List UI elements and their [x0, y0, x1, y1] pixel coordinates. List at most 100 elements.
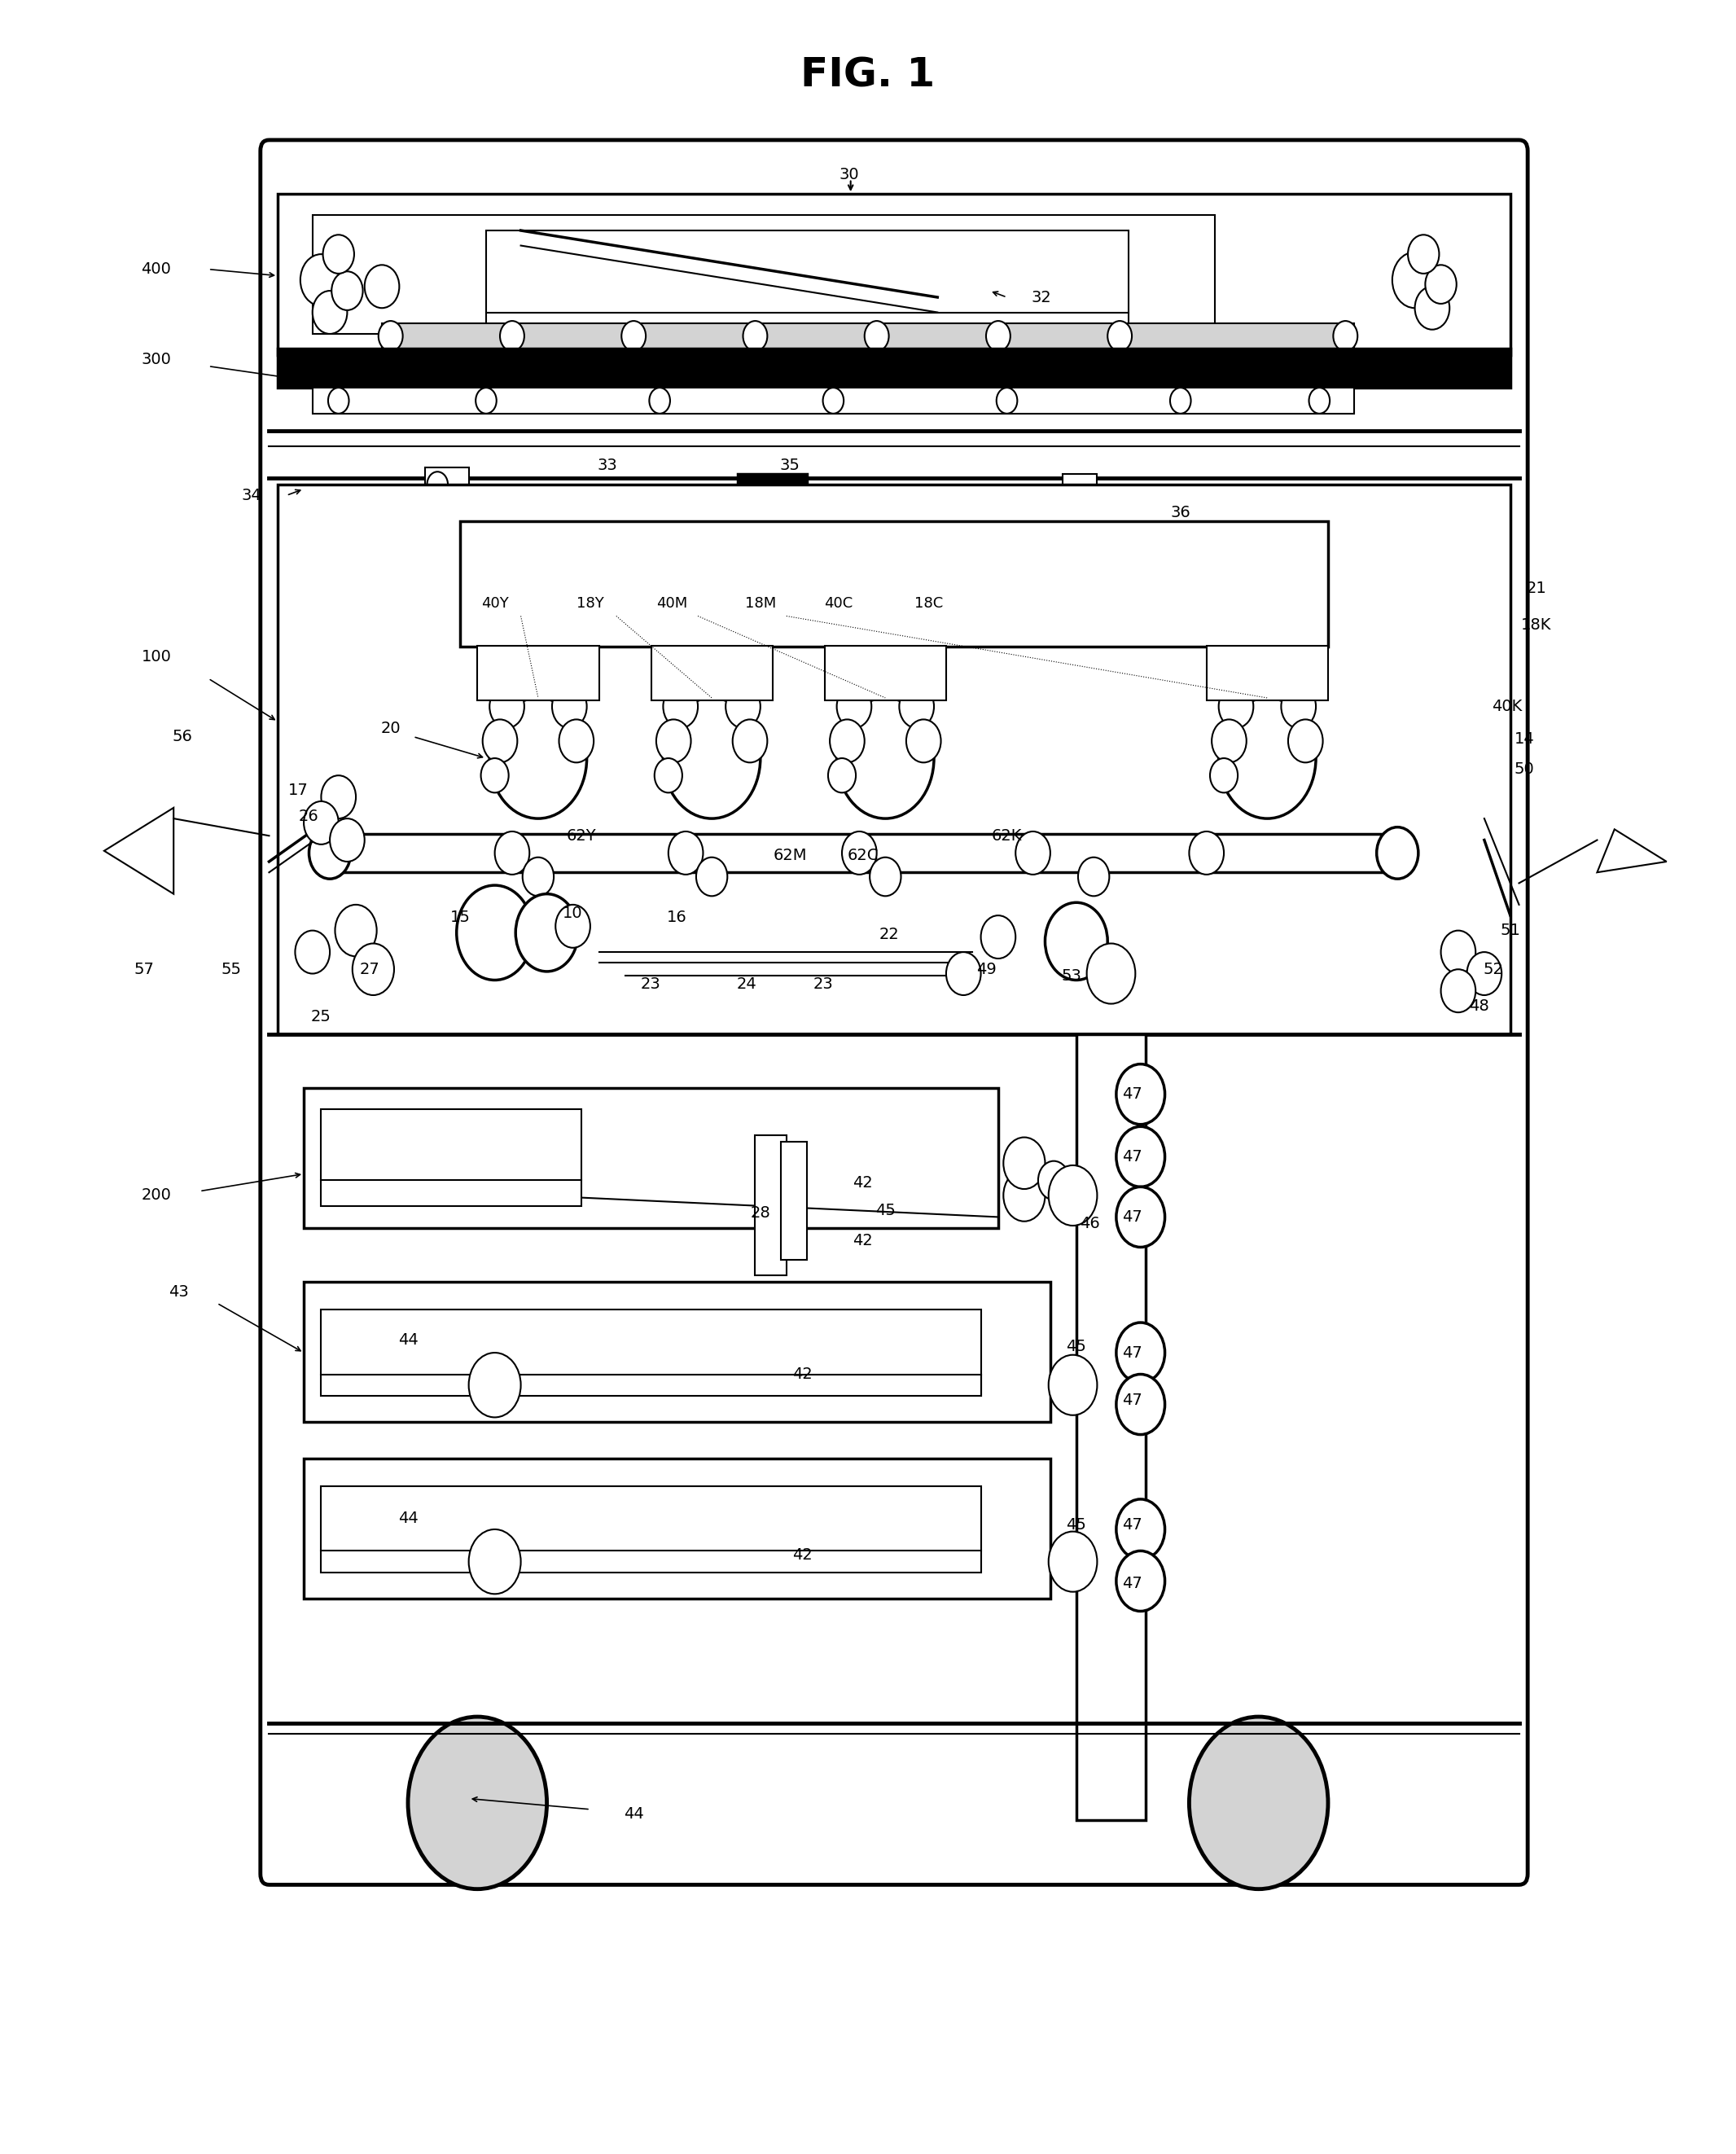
Circle shape: [621, 321, 646, 351]
Circle shape: [1189, 831, 1224, 875]
Text: 10: 10: [562, 905, 583, 922]
Circle shape: [457, 885, 533, 980]
Circle shape: [663, 698, 760, 819]
Bar: [304, 1458, 1050, 1598]
Circle shape: [865, 321, 889, 351]
Circle shape: [1116, 1551, 1165, 1611]
Circle shape: [295, 931, 330, 974]
Circle shape: [726, 685, 760, 728]
Text: 43: 43: [168, 1284, 189, 1301]
Bar: [1207, 646, 1328, 700]
Bar: [1076, 1034, 1146, 1820]
Circle shape: [516, 894, 578, 971]
Text: 100: 100: [141, 648, 172, 666]
Circle shape: [312, 291, 347, 334]
Bar: [278, 349, 1510, 388]
Circle shape: [649, 388, 670, 414]
Text: 34: 34: [241, 487, 262, 504]
Bar: [312, 388, 1354, 414]
Circle shape: [328, 388, 349, 414]
Circle shape: [556, 905, 590, 948]
Circle shape: [1016, 831, 1050, 875]
Bar: [651, 646, 773, 700]
Text: 400: 400: [141, 261, 172, 278]
Circle shape: [1116, 1323, 1165, 1383]
Bar: [477, 646, 599, 700]
Bar: [486, 230, 1128, 327]
Text: 33: 33: [597, 457, 618, 474]
Text: 23: 23: [641, 976, 661, 993]
Circle shape: [495, 831, 529, 875]
Circle shape: [1045, 903, 1108, 980]
Circle shape: [1219, 685, 1253, 728]
Circle shape: [300, 254, 342, 306]
Text: 22: 22: [878, 926, 899, 943]
Circle shape: [986, 321, 1010, 351]
Text: 20: 20: [380, 719, 401, 737]
Bar: [755, 1135, 786, 1275]
Circle shape: [309, 827, 351, 879]
Bar: [321, 834, 1406, 872]
Text: 56: 56: [172, 728, 193, 745]
Circle shape: [837, 685, 871, 728]
Circle shape: [1377, 827, 1418, 879]
Text: 57: 57: [134, 961, 155, 978]
Text: 35: 35: [779, 457, 800, 474]
Circle shape: [427, 472, 448, 498]
Circle shape: [830, 719, 865, 763]
Bar: [278, 485, 1510, 1034]
Circle shape: [1116, 1127, 1165, 1187]
Text: 47: 47: [1121, 1391, 1142, 1409]
Text: 30: 30: [838, 166, 859, 183]
Text: 18K: 18K: [1521, 616, 1552, 633]
Text: 46: 46: [1080, 1215, 1101, 1232]
Circle shape: [837, 698, 934, 819]
Text: 18C: 18C: [915, 597, 943, 610]
Circle shape: [321, 775, 356, 819]
Text: 62Y: 62Y: [566, 827, 597, 844]
Circle shape: [1441, 969, 1476, 1012]
Circle shape: [1467, 952, 1502, 995]
Text: 62M: 62M: [773, 847, 807, 864]
Circle shape: [408, 1717, 547, 1889]
Text: 42: 42: [792, 1547, 812, 1564]
Circle shape: [1003, 1170, 1045, 1221]
Text: 32: 32: [1031, 289, 1052, 306]
Circle shape: [552, 685, 587, 728]
Bar: [825, 646, 946, 700]
Bar: [321, 1486, 981, 1572]
Text: 47: 47: [1121, 1516, 1142, 1534]
Bar: [425, 467, 469, 500]
FancyBboxPatch shape: [260, 140, 1528, 1885]
Circle shape: [1003, 1137, 1045, 1189]
Text: 62K: 62K: [991, 827, 1023, 844]
Circle shape: [1210, 758, 1238, 793]
Circle shape: [1189, 1717, 1328, 1889]
Text: 62C: 62C: [847, 847, 878, 864]
Text: 47: 47: [1121, 1148, 1142, 1165]
Text: 16: 16: [667, 909, 687, 926]
Bar: [460, 521, 1328, 646]
Circle shape: [330, 819, 365, 862]
Text: 47: 47: [1121, 1208, 1142, 1226]
Circle shape: [1408, 235, 1439, 274]
Circle shape: [1116, 1187, 1165, 1247]
Bar: [321, 1310, 981, 1396]
Circle shape: [490, 685, 524, 728]
Circle shape: [981, 915, 1016, 959]
Circle shape: [1333, 321, 1358, 351]
Circle shape: [842, 831, 877, 875]
Text: 48: 48: [1469, 997, 1489, 1015]
Text: 44: 44: [398, 1331, 418, 1348]
Circle shape: [1087, 943, 1135, 1004]
Text: 17: 17: [288, 782, 309, 799]
Text: 40C: 40C: [825, 597, 852, 610]
Circle shape: [828, 758, 856, 793]
Circle shape: [733, 719, 767, 763]
Circle shape: [304, 801, 339, 844]
Circle shape: [559, 719, 594, 763]
Text: 21: 21: [1526, 579, 1547, 597]
Text: 47: 47: [1121, 1086, 1142, 1103]
Circle shape: [696, 857, 727, 896]
Text: 47: 47: [1121, 1575, 1142, 1592]
